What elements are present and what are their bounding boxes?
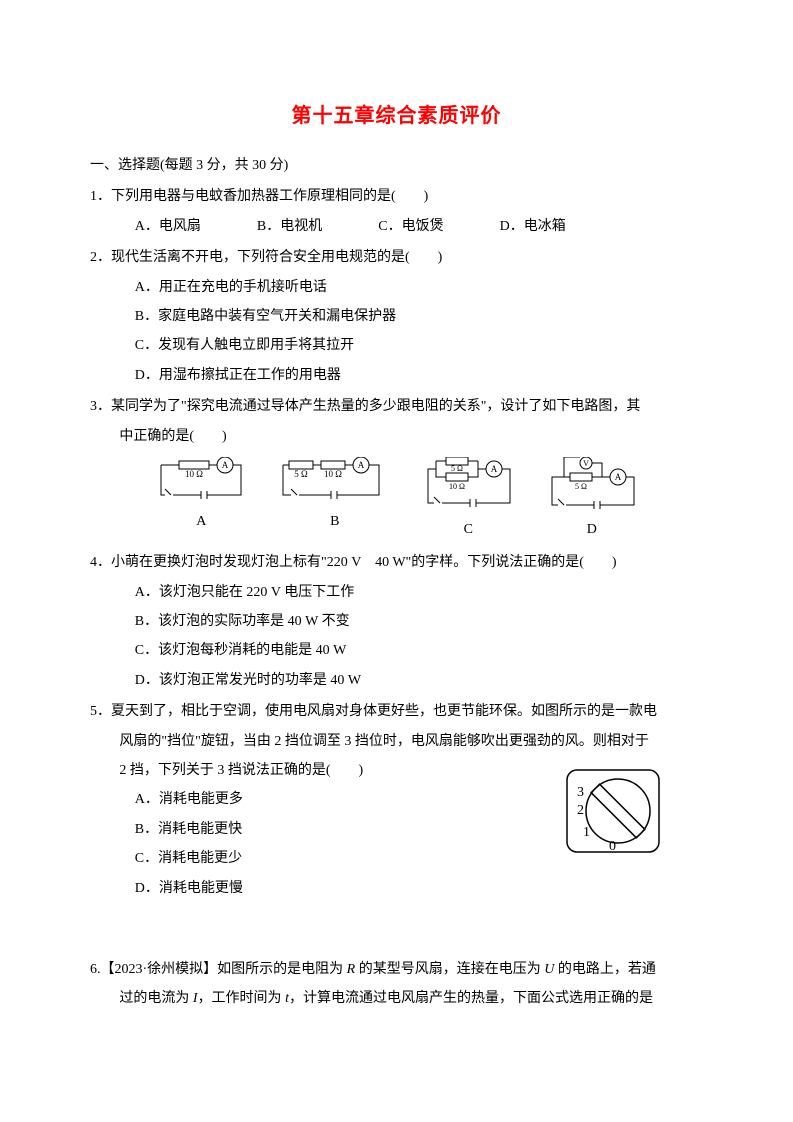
- q6-U: U: [544, 962, 554, 977]
- circuit-c-r1: 5 Ω: [451, 464, 463, 473]
- q6-s1-post: 的电路上，若通: [554, 962, 656, 977]
- svg-text:A: A: [222, 460, 229, 470]
- svg-text:A: A: [358, 460, 365, 470]
- q5-opt-d: D．消耗电能更慢: [135, 874, 703, 903]
- page-title: 第十五章综合素质评价: [90, 95, 703, 137]
- page: 第十五章综合素质评价 一、选择题(每题 3 分，共 30 分) 1．下列用电器与…: [0, 0, 793, 1056]
- circuit-a-r: 10 Ω: [185, 469, 203, 479]
- circuit-d: V 5 Ω A D: [542, 457, 642, 544]
- q2-opt-d: D．用湿布擦拭正在工作的用电器: [135, 361, 703, 390]
- q6-R: R: [347, 962, 356, 977]
- q2-opt-c: C．发现有人触电立即用手将其拉开: [135, 331, 703, 360]
- q2-opt-a: A．用正在充电的手机接听电话: [135, 273, 703, 302]
- q4-options: A．该灯泡只能在 220 V 电压下工作 B．该灯泡的实际功率是 40 W 不变…: [90, 578, 703, 696]
- q6-s1-pre: 6.【2023·徐州模拟】如图所示的是电阻为: [90, 962, 347, 977]
- q3-stem-2: 中正确的是( ): [90, 422, 703, 451]
- q3-stem-1: 3．某同学为了"探究电流通过导体产生热量的多少跟电阻的关系"，设计了如下电路图，…: [90, 392, 703, 421]
- svg-text:A: A: [615, 472, 622, 482]
- question-3: 3．某同学为了"探究电流通过导体产生热量的多少跟电阻的关系"，设计了如下电路图，…: [90, 392, 703, 544]
- q5-stem-1: 5．夏天到了，相比于空调，使用电风扇对身体更好些，也更节能环保。如图所示的是一款…: [90, 697, 703, 726]
- q1-opt-b: B．电视机: [257, 212, 322, 241]
- section-header: 一、选择题(每题 3 分，共 30 分): [90, 151, 703, 180]
- question-1: 1．下列用电器与电蚊香加热器工作原理相同的是( ) A．电风扇 B．电视机 C．…: [90, 182, 703, 241]
- q6-stem-1: 6.【2023·徐州模拟】如图所示的是电阻为 R 的某型号风扇，连接在电压为 U…: [90, 955, 703, 984]
- dial-2: 2: [577, 803, 584, 818]
- circuit-a-label: A: [151, 507, 251, 536]
- question-2: 2．现代生活离不开电，下列符合安全用电规范的是( ) A．用正在充电的手机接听电…: [90, 243, 703, 390]
- circuit-d-svg: V 5 Ω A: [542, 457, 642, 513]
- circuit-b-label: B: [275, 507, 395, 536]
- circuit-b: 5 Ω 10 Ω A B: [275, 457, 395, 536]
- dial-svg: 3 2 1 0: [563, 766, 663, 856]
- question-6: 6.【2023·徐州模拟】如图所示的是电阻为 R 的某型号风扇，连接在电压为 U…: [90, 955, 703, 1014]
- q5-dial-figure: 3 2 1 0: [563, 766, 663, 856]
- svg-text:V: V: [583, 459, 589, 468]
- q6-s2-mid: ，工作时间为: [198, 991, 286, 1006]
- q5-stem-2: 风扇的"挡位"旋钮，当由 2 挡位调至 3 挡位时，电风扇能够吹出更强劲的风。则…: [90, 727, 703, 756]
- svg-text:A: A: [491, 464, 498, 474]
- q6-stem-2: 过的电流为 I，工作时间为 t，计算电流通过电风扇产生的热量，下面公式选用正确的…: [90, 984, 703, 1013]
- circuit-c: 5 Ω 10 Ω A C: [418, 457, 518, 544]
- circuit-d-r: 5 Ω: [575, 482, 587, 491]
- q3-figure-row: 10 Ω A A: [90, 457, 703, 544]
- q4-opt-d: D．该灯泡正常发光时的功率是 40 W: [135, 666, 703, 695]
- circuit-b-r1: 5 Ω: [294, 469, 308, 479]
- dial-3: 3: [577, 785, 584, 800]
- q2-options: A．用正在充电的手机接听电话 B．家庭电路中装有空气开关和漏电保护器 C．发现有…: [90, 273, 703, 391]
- question-4: 4．小萌在更换灯泡时发现灯泡上标有"220 V 40 W"的字样。下列说法正确的…: [90, 548, 703, 695]
- q4-stem: 4．小萌在更换灯泡时发现灯泡上标有"220 V 40 W"的字样。下列说法正确的…: [90, 548, 703, 577]
- dial-0: 0: [609, 839, 616, 854]
- q6-s2-post: ，计算电流通过电风扇产生的热量，下面公式选用正确的是: [289, 991, 653, 1006]
- q1-stem: 1．下列用电器与电蚊香加热器工作原理相同的是( ): [90, 182, 703, 211]
- circuit-c-svg: 5 Ω 10 Ω A: [418, 457, 518, 513]
- q1-options: A．电风扇 B．电视机 C．电饭煲 D．电冰箱: [90, 212, 703, 241]
- q6-s1-mid: 的某型号风扇，连接在电压为: [355, 962, 544, 977]
- circuit-b-svg: 5 Ω 10 Ω A: [275, 457, 395, 505]
- q4-opt-a: A．该灯泡只能在 220 V 电压下工作: [135, 578, 703, 607]
- q2-opt-b: B．家庭电路中装有空气开关和漏电保护器: [135, 302, 703, 331]
- q1-opt-c: C．电饭煲: [378, 212, 443, 241]
- circuit-d-label: D: [542, 515, 642, 544]
- q1-opt-d: D．电冰箱: [500, 212, 566, 241]
- circuit-b-r2: 10 Ω: [324, 469, 342, 479]
- q6-s2-pre: 过的电流为: [119, 991, 193, 1006]
- circuit-c-r2: 10 Ω: [449, 482, 465, 491]
- q2-stem: 2．现代生活离不开电，下列符合安全用电规范的是( ): [90, 243, 703, 272]
- circuit-a-svg: 10 Ω A: [151, 457, 251, 505]
- dial-1: 1: [583, 825, 590, 840]
- circuit-a: 10 Ω A A: [151, 457, 251, 536]
- q4-opt-c: C．该灯泡每秒消耗的电能是 40 W: [135, 636, 703, 665]
- q1-opt-a: A．电风扇: [135, 212, 201, 241]
- circuit-c-label: C: [418, 515, 518, 544]
- q4-opt-b: B．该灯泡的实际功率是 40 W 不变: [135, 607, 703, 636]
